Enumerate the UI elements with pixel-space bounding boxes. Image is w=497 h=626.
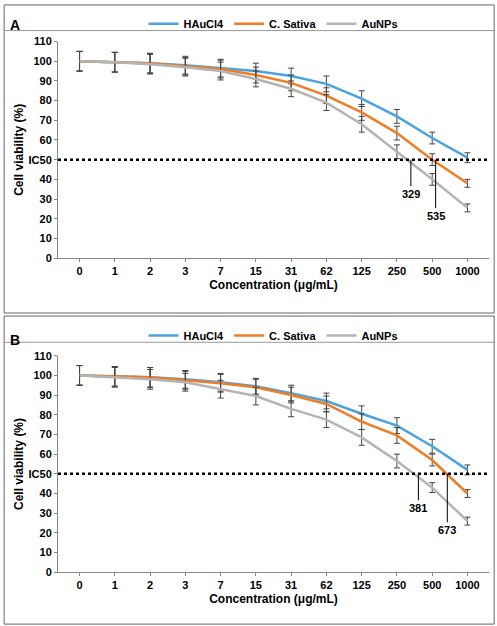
svg-text:60: 60 [40,448,52,460]
svg-text:80: 80 [40,94,52,106]
svg-text:1: 1 [112,579,118,591]
svg-text:500: 500 [423,265,441,277]
svg-text:100: 100 [33,55,51,67]
svg-text:70: 70 [40,114,52,126]
svg-text:1000: 1000 [455,265,479,277]
svg-text:IC50: IC50 [29,468,52,480]
svg-text:31: 31 [285,265,297,277]
svg-text:250: 250 [388,265,406,277]
svg-text:15: 15 [250,265,262,277]
svg-text:C. Sativa: C. Sativa [269,18,316,30]
svg-text:20: 20 [40,527,52,539]
svg-text:B: B [10,332,20,348]
svg-text:2: 2 [147,265,153,277]
svg-text:30: 30 [40,507,52,519]
svg-text:500: 500 [423,579,441,591]
svg-text:10: 10 [40,232,52,244]
svg-text:250: 250 [388,579,406,591]
svg-text:62: 62 [320,579,332,591]
svg-text:80: 80 [40,409,52,421]
svg-text:90: 90 [40,75,52,87]
svg-text:0: 0 [76,579,82,591]
svg-text:125: 125 [352,579,370,591]
svg-text:0: 0 [46,566,52,578]
svg-text:AuNPs: AuNPs [361,18,397,30]
svg-text:1000: 1000 [455,579,479,591]
svg-text:0: 0 [76,265,82,277]
svg-text:HAuCl4: HAuCl4 [184,330,225,342]
svg-text:30: 30 [40,193,52,205]
svg-text:IC50: IC50 [29,154,52,166]
svg-text:HAuCl4: HAuCl4 [184,18,225,30]
svg-text:20: 20 [40,213,52,225]
svg-text:673: 673 [438,524,456,536]
svg-text:110: 110 [34,350,52,362]
svg-text:2: 2 [147,579,153,591]
svg-text:Cell viability (%): Cell viability (%) [12,104,26,196]
svg-text:100: 100 [33,369,51,381]
svg-text:0: 0 [46,252,52,264]
svg-text:15: 15 [250,579,262,591]
svg-text:381: 381 [409,502,427,514]
svg-text:Cell viability (%): Cell viability (%) [12,418,26,510]
svg-text:7: 7 [218,265,224,277]
svg-text:1: 1 [112,265,118,277]
svg-text:40: 40 [40,487,52,499]
svg-text:3: 3 [182,265,188,277]
svg-text:Concentration (μg/mL): Concentration (μg/mL) [209,278,338,292]
svg-text:60: 60 [40,134,52,146]
svg-text:90: 90 [40,389,52,401]
svg-text:3: 3 [182,579,188,591]
svg-text:Concentration (μg/mL): Concentration (μg/mL) [209,592,338,606]
svg-text:31: 31 [285,579,297,591]
svg-text:10: 10 [40,546,52,558]
svg-text:7: 7 [218,579,224,591]
svg-text:535: 535 [427,210,445,222]
svg-text:329: 329 [402,188,420,200]
svg-text:40: 40 [40,173,52,185]
svg-text:AuNPs: AuNPs [361,330,397,342]
svg-text:C. Sativa: C. Sativa [269,330,316,342]
svg-text:125: 125 [352,265,370,277]
svg-text:A: A [10,17,20,33]
svg-text:110: 110 [34,35,52,47]
svg-text:62: 62 [320,265,332,277]
svg-text:70: 70 [40,428,52,440]
